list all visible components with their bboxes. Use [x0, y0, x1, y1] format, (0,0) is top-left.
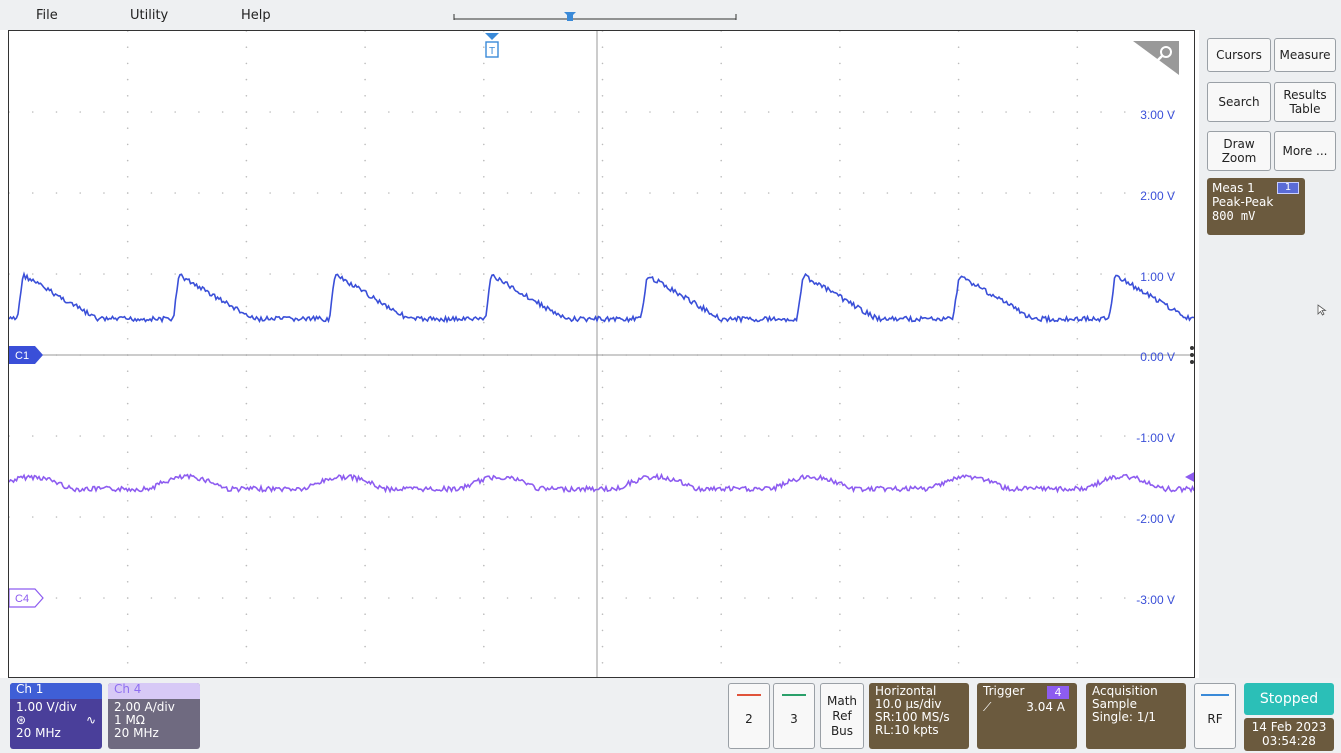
ch1-offset-marker[interactable]: C1: [9, 346, 43, 364]
acquisition-badge[interactable]: Acquisition Sample Single: 1/1: [1086, 683, 1186, 749]
ch4-title: Ch 4: [108, 683, 200, 699]
trigger-title: Trigger: [983, 684, 1025, 698]
add-ch3-button[interactable]: 3: [773, 683, 815, 749]
grid-dots: [9, 31, 1174, 664]
ch4-offset-marker[interactable]: C4: [9, 588, 44, 608]
rf-button[interactable]: RF: [1194, 683, 1236, 749]
trigger-badge[interactable]: Trigger 4 ⟋ 3.04 A: [977, 683, 1077, 749]
c4-label: C4: [15, 593, 29, 605]
rf-label: RF: [1207, 712, 1223, 726]
probe-icon: ⊛: [16, 713, 27, 727]
ch1-bw: 20 MHz: [16, 726, 61, 740]
horizontal-scale: 10.0 µs/div: [875, 697, 942, 711]
v-label-2: 2.00 V: [1140, 189, 1175, 203]
horizontal-badge[interactable]: Horizontal 10.0 µs/div SR:100 MS/s RL:10…: [869, 683, 969, 749]
menu-help[interactable]: Help: [241, 8, 271, 23]
horizontal-title: Horizontal: [875, 684, 937, 698]
v-label-1: 1.00 V: [1140, 270, 1175, 284]
record-view-bar[interactable]: [452, 12, 738, 22]
right-panel: Cursors Measure Search Results Table Dra…: [1199, 30, 1341, 678]
bottom-bar: Ch 1 1.00 V/div ⊛ ∿ 20 MHz Ch 4 2.00 A/di…: [0, 678, 1341, 753]
ch3-label: 3: [790, 712, 798, 726]
more-button[interactable]: More ...: [1274, 131, 1336, 171]
v-label-0: 0.00 V: [1140, 350, 1175, 364]
menu-bar: File Utility Help: [0, 0, 1341, 30]
trigger-level: 3.04 A: [1026, 700, 1065, 714]
v-label-3: 3.00 V: [1140, 108, 1175, 122]
ch4-impedance: 1 MΩ: [114, 713, 145, 727]
math-ref-bus-button[interactable]: Math Ref Bus: [820, 683, 864, 749]
run-stop-status[interactable]: Stopped: [1244, 683, 1334, 715]
ref-label: Ref: [832, 709, 852, 723]
waveform-graticule[interactable]: T C1 C4 3.00 V 2.00 V 1.00 V 0.00 V -1.0…: [8, 30, 1195, 678]
ch1-title: Ch 1: [10, 683, 102, 699]
trigger-level-icon[interactable]: [1185, 471, 1195, 483]
acquisition-mode: Sample: [1092, 697, 1137, 711]
acquisition-title: Acquisition: [1092, 684, 1158, 698]
ch4-badge[interactable]: Ch 4 2.00 A/div 1 MΩ 20 MHz: [108, 683, 200, 749]
sample-rate: SR:100 MS/s: [875, 710, 950, 724]
ch1-waveform: [9, 271, 1194, 325]
math-label: Math: [826, 694, 858, 708]
rising-edge-icon: ⟋: [983, 700, 992, 714]
menu-file[interactable]: File: [36, 8, 58, 23]
date: 14 Feb 2023: [1251, 720, 1327, 734]
acquisition-single: Single: 1/1: [1092, 710, 1157, 724]
ch1-badge[interactable]: Ch 1 1.00 V/div ⊛ ∿ 20 MHz: [10, 683, 102, 749]
results-table-button[interactable]: Results Table: [1274, 82, 1336, 122]
meas1-badge[interactable]: Meas 1 1 Peak-Peak 800 mV: [1207, 178, 1305, 235]
v-label-m1: -1.00 V: [1136, 431, 1175, 445]
ac-coupling-icon: ∿: [85, 713, 96, 727]
v-label-m3: -3.00 V: [1136, 593, 1175, 607]
bus-label: Bus: [830, 724, 854, 738]
ch1-scale: 1.00 V/div: [16, 700, 77, 714]
meas-title: Meas 1: [1212, 181, 1255, 195]
meas-value: 800 mV: [1212, 209, 1256, 223]
kebab-icon[interactable]: [1190, 346, 1194, 364]
time: 03:54:28: [1262, 734, 1316, 748]
search-button[interactable]: Search: [1207, 82, 1271, 122]
record-length: RL:10 kpts: [875, 723, 939, 737]
v-label-m2: -2.00 V: [1136, 512, 1175, 526]
date-time: 14 Feb 2023 03:54:28: [1244, 718, 1334, 751]
trigger-marker-label: T: [489, 46, 495, 57]
add-ch2-button[interactable]: 2: [728, 683, 770, 749]
meas-type: Peak-Peak: [1212, 195, 1274, 209]
graticule-svg: T C1 C4 3.00 V 2.00 V 1.00 V 0.00 V -1.0…: [9, 31, 1195, 677]
measure-button[interactable]: Measure: [1274, 38, 1336, 72]
ch4-waveform: [9, 472, 1194, 494]
cursor-icon: [1317, 304, 1327, 316]
ch3-color-bar: [782, 694, 806, 696]
meas-source-badge: 1: [1277, 182, 1299, 194]
rf-color-bar: [1201, 694, 1229, 696]
trigger-source-badge: 4: [1047, 686, 1069, 699]
menu-utility[interactable]: Utility: [130, 8, 169, 23]
ch4-scale: 2.00 A/div: [114, 700, 175, 714]
ch2-label: 2: [745, 712, 753, 726]
ch4-bw: 20 MHz: [114, 726, 159, 740]
ch2-color-bar: [737, 694, 761, 696]
cursors-button[interactable]: Cursors: [1207, 38, 1271, 72]
zoom-icon[interactable]: [1133, 41, 1179, 75]
trigger-icon[interactable]: T: [485, 33, 499, 58]
c1-label: C1: [15, 350, 29, 362]
ch1-icons-row: ⊛ ∿: [16, 714, 96, 727]
draw-zoom-button[interactable]: Draw Zoom: [1207, 131, 1271, 171]
